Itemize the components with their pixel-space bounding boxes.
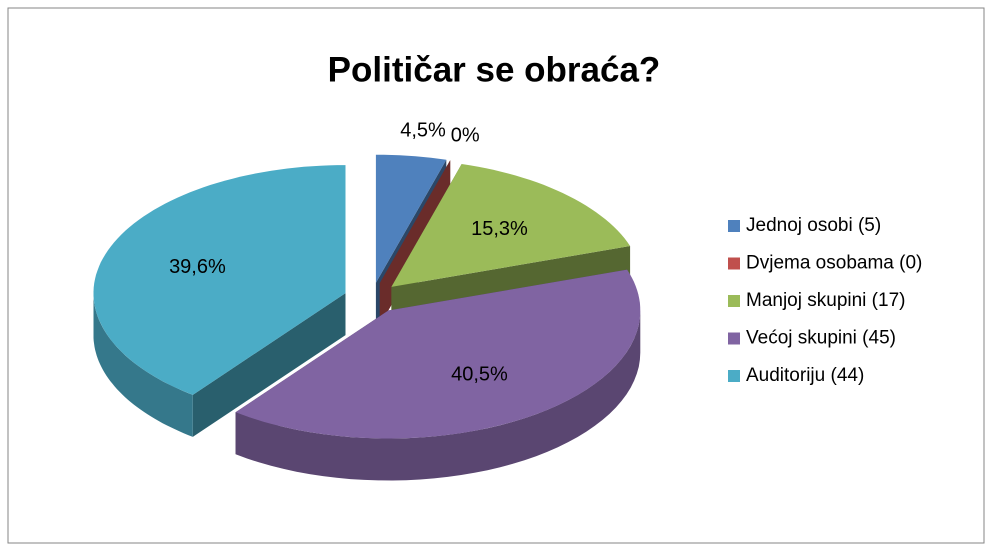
slice-top (379, 160, 451, 284)
legend-swatch (728, 257, 740, 270)
slice-top (235, 269, 641, 439)
legend-label: Manjoj skupini (17) (746, 290, 905, 311)
slice-top (391, 164, 631, 287)
legend-swatch (728, 220, 740, 232)
slice (235, 269, 641, 481)
data-label: 4,5% (400, 120, 446, 142)
legend-label: Dvjema osobama (0) (746, 253, 922, 274)
data-label: 40,5% (451, 363, 508, 385)
slice-wall (93, 293, 193, 437)
slice-wall (235, 310, 641, 481)
data-label: 39,6% (169, 256, 226, 278)
legend-label: Jednoj osobi (5) (746, 215, 881, 236)
legend-swatch (728, 332, 740, 345)
data-label: 15,3% (471, 218, 528, 240)
legend-label: Većoj skupini (45) (746, 328, 896, 349)
slice-top (375, 154, 447, 283)
slice-top (93, 165, 346, 395)
legend-label: Auditoriju (44) (746, 365, 864, 386)
chart-title: Političar se obraća? (328, 50, 661, 89)
slice (93, 165, 346, 437)
legend-swatch (728, 295, 740, 307)
slice-side (192, 293, 346, 437)
data-label: 0% (451, 124, 480, 146)
legend-swatch (728, 370, 740, 382)
